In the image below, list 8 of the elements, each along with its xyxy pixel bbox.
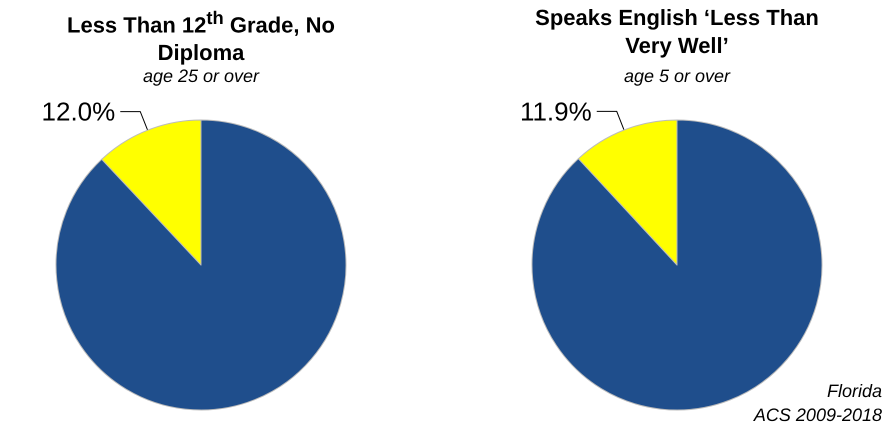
chart-subtitle: age 5 or over xyxy=(622,66,732,87)
data-label: 11.9% xyxy=(520,96,592,126)
chart-title: Less Than 12$^{th}$ Grade, No Diploma xyxy=(66,6,336,68)
chart-subtitle: age 25 or over xyxy=(142,66,260,87)
text: Florida xyxy=(826,380,882,403)
chart-title: Speaks English ‘Less Than Very Well’ xyxy=(534,4,820,60)
data-label: 12.0% xyxy=(42,96,116,127)
text: ACS 2009-2018 xyxy=(754,404,882,427)
